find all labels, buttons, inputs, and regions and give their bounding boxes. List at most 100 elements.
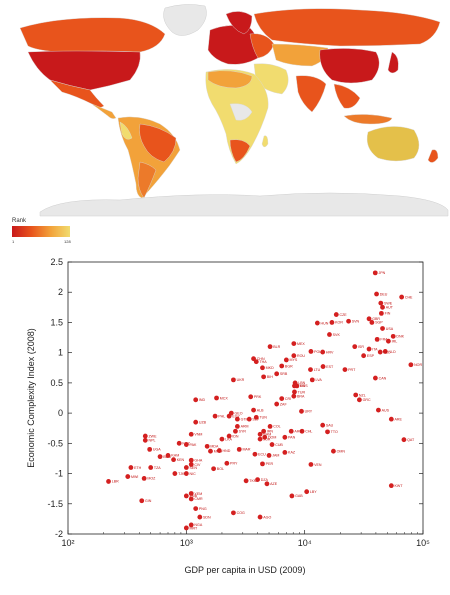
data-point	[372, 375, 378, 381]
data-point-label: KHM	[171, 454, 179, 458]
data-point	[382, 349, 388, 354]
data-point	[257, 436, 263, 442]
map-india	[295, 75, 327, 113]
data-point-label: CIV	[194, 463, 201, 467]
data-point-label: TUR	[298, 384, 306, 388]
data-point-label: MRT	[190, 526, 199, 530]
data-point-label: ALB	[257, 408, 264, 412]
data-point-label: NZL	[359, 393, 366, 397]
data-point-label: BLR	[273, 345, 280, 349]
data-point-label: BIH	[267, 375, 273, 379]
data-point	[282, 450, 288, 455]
map-japan	[387, 51, 399, 74]
map-greenland	[163, 4, 207, 36]
data-point	[288, 428, 294, 434]
data-point	[408, 362, 414, 368]
data-point-label: NOR	[414, 363, 422, 367]
x-tick-label: 10²	[61, 538, 74, 548]
data-point-label: PAN	[288, 436, 296, 440]
data-point	[183, 525, 189, 531]
data-point-label: ARE	[395, 417, 403, 421]
map-indonesia	[343, 114, 393, 125]
data-point-label: SEN	[190, 466, 198, 470]
map-usa	[27, 50, 141, 91]
data-point	[378, 300, 384, 306]
data-point	[385, 338, 391, 344]
data-point-label: MDA	[210, 445, 219, 449]
map-antarctica	[39, 192, 449, 217]
map-brazil	[139, 123, 177, 163]
data-point-label: CHN	[257, 357, 265, 361]
data-point	[257, 431, 263, 437]
data-point-label: SGP	[375, 321, 383, 325]
data-point	[279, 396, 285, 402]
data-point	[342, 367, 348, 372]
data-point	[308, 367, 313, 372]
data-point-label: UGA	[153, 448, 161, 452]
data-point-label: IRN	[267, 430, 274, 434]
data-point-label: DOM	[268, 436, 276, 440]
data-point-label: ARG	[294, 430, 302, 434]
map-canada	[19, 17, 166, 53]
data-point	[212, 413, 218, 419]
data-point	[246, 416, 252, 422]
map-scandinavia	[225, 11, 253, 35]
y-tick-label: 1.5	[50, 317, 63, 327]
y-tick-label: 0.5	[50, 378, 63, 388]
data-point	[106, 479, 111, 484]
y-tick-label: -0.5	[47, 438, 63, 448]
data-point-label: TJK	[178, 472, 185, 476]
legend-max-label: 128	[64, 239, 71, 244]
data-point-label: JOR	[263, 437, 271, 441]
data-point-label: PHL	[218, 414, 225, 418]
data-point-label: BOL	[217, 467, 224, 471]
data-point-label: LKA	[225, 437, 232, 441]
data-point-label: YEM	[194, 492, 202, 496]
data-point-label: PNG	[199, 507, 207, 511]
data-point-label: KEN	[177, 458, 185, 462]
legend-title: Rank	[12, 218, 27, 224]
data-point	[255, 477, 260, 482]
data-point-label: NLD	[388, 350, 396, 354]
data-point	[377, 349, 383, 355]
data-point	[376, 407, 381, 413]
data-point-label: JPN	[378, 271, 385, 275]
data-point-label: VEN	[314, 463, 322, 467]
data-point	[283, 357, 289, 363]
data-point	[366, 346, 372, 352]
data-point-label: CAN	[379, 376, 387, 380]
data-point-label: ARM	[241, 425, 249, 429]
data-point	[329, 320, 335, 325]
map-north-africa	[207, 70, 253, 89]
data-point	[279, 363, 285, 369]
data-point	[331, 448, 336, 454]
map-china	[319, 48, 380, 84]
data-point-label: KWT	[395, 484, 404, 488]
data-point-label: SWE	[384, 301, 393, 305]
x-axis-title: GDP per capita in USD (2009)	[185, 565, 306, 575]
data-point-label: LTU	[314, 368, 321, 372]
data-point-label: MAR	[242, 448, 250, 452]
data-point	[327, 332, 332, 337]
data-point-label: CZE	[339, 313, 347, 317]
data-point-label: SYR	[239, 430, 247, 434]
data-point-label: AGO	[263, 515, 271, 519]
data-point	[401, 437, 407, 443]
data-point	[148, 465, 154, 470]
data-point-label: TUR	[298, 390, 306, 394]
data-point-label: MCX	[220, 396, 229, 400]
data-point-label: UZB	[199, 420, 207, 424]
y-axis-title: Economic Complexity Index (2008)	[26, 328, 36, 468]
data-point-label: CUB	[275, 443, 283, 447]
data-point	[299, 428, 305, 434]
data-point	[257, 514, 263, 520]
data-point-label: COL	[273, 425, 280, 429]
map-south-africa	[229, 139, 251, 163]
data-point-label: THA	[259, 360, 267, 364]
data-point-label: NAM	[263, 433, 271, 437]
data-point-label: URY	[305, 410, 313, 414]
data-point	[243, 478, 249, 484]
map-russia	[253, 8, 441, 47]
data-point-label: PAK	[190, 443, 198, 447]
data-point	[388, 483, 394, 489]
